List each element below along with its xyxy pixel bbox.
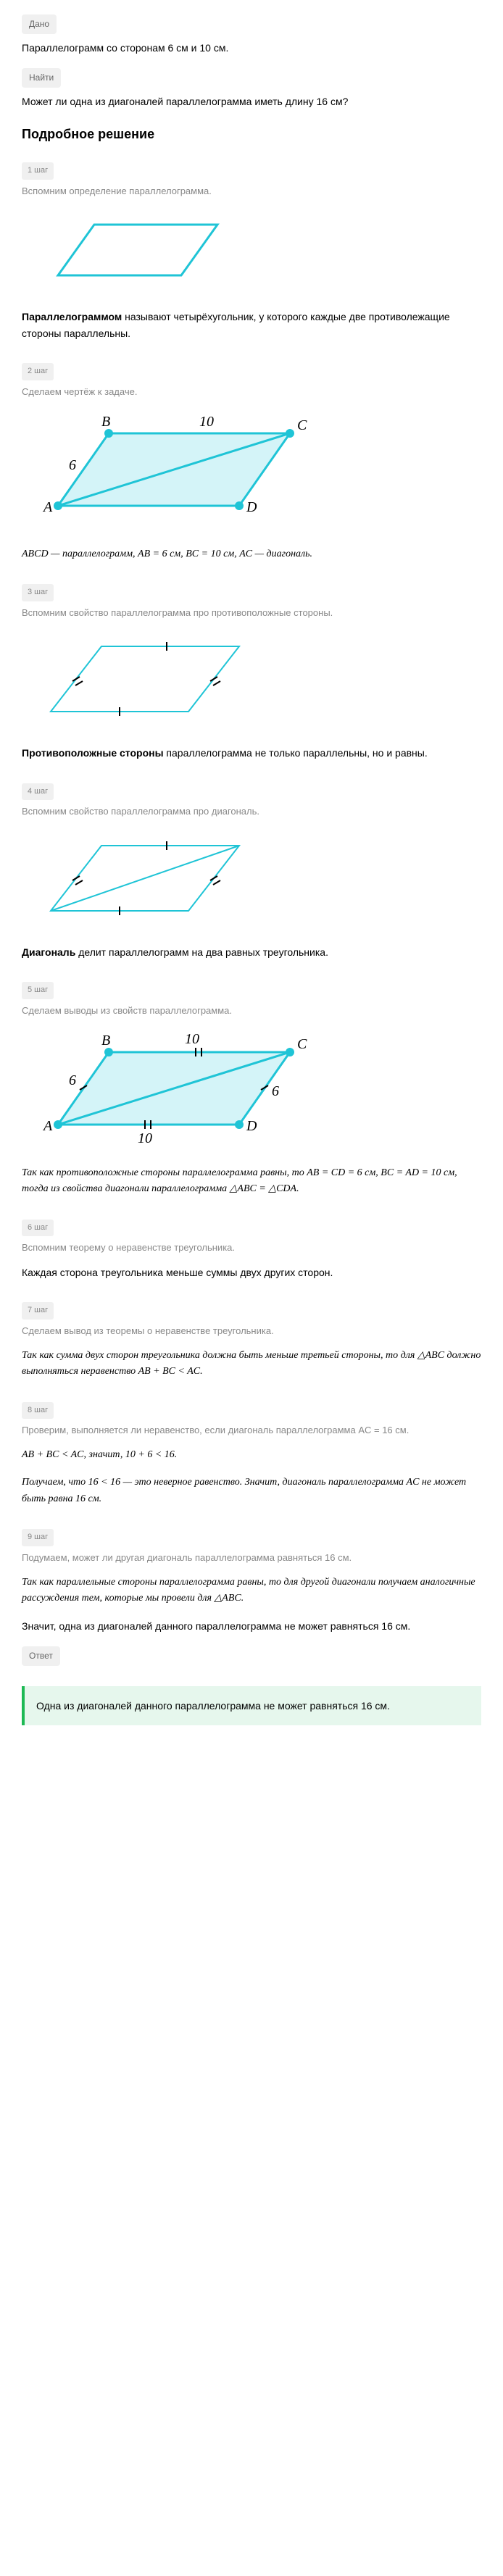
figure-2: A B C D 6 10 (22, 412, 481, 535)
step9-text1: Так как параллельные стороны параллелогр… (22, 1575, 481, 1607)
svg-text:10: 10 (199, 414, 214, 430)
answer-badge: Ответ (22, 1646, 60, 1666)
svg-text:D: D (246, 1118, 257, 1134)
solution-heading: Подробное решение (22, 124, 481, 145)
step6-statement: Каждая сторона треугольника меньше суммы… (22, 1264, 481, 1280)
figure-5: A B C D 6 6 10 10 (22, 1030, 481, 1154)
step-muted-7: Сделаем вывод из теоремы о неравенстве т… (22, 1324, 481, 1339)
answer-box: Одна из диагоналей данного параллелограм… (22, 1686, 481, 1725)
given-text: Параллелограмм со сторонам 6 см и 10 см. (22, 40, 481, 56)
svg-text:D: D (246, 499, 257, 515)
step7-text: Так как сумма двух сторон треугольника д… (22, 1348, 481, 1380)
step-badge-4: 4 шаг (22, 783, 54, 801)
svg-text:10: 10 (185, 1031, 199, 1047)
step-badge-1: 1 шаг (22, 162, 54, 180)
svg-text:6: 6 (272, 1083, 279, 1099)
figure-1 (22, 210, 481, 297)
step8-text2: Получаем, что 16 < 16 — это неверное рав… (22, 1475, 481, 1507)
svg-text:6: 6 (69, 1072, 76, 1088)
step-muted-1: Вспомним определение параллелограмма. (22, 184, 481, 199)
step-badge-8: 8 шаг (22, 1402, 54, 1420)
step-badge-9: 9 шаг (22, 1529, 54, 1546)
step-muted-2: Сделаем чертёж к задаче. (22, 385, 481, 400)
step-muted-9: Подумаем, может ли другая диагональ пара… (22, 1551, 481, 1566)
step3-statement: Противоположные стороны параллелограмма … (22, 745, 481, 761)
svg-text:C: C (297, 1036, 307, 1052)
step-badge-2: 2 шаг (22, 363, 54, 380)
step4-statement: Диагональ делит параллелограмм на два ра… (22, 944, 481, 960)
step-badge-5: 5 шаг (22, 982, 54, 999)
svg-text:B: B (101, 1033, 110, 1049)
svg-text:A: A (42, 499, 53, 515)
step-badge-7: 7 шаг (22, 1302, 54, 1320)
step9-text2: Значит, одна из диагоналей данного парал… (22, 1618, 481, 1634)
given-badge: Дано (22, 14, 57, 34)
step5-text: Так как противоположные стороны параллел… (22, 1165, 481, 1198)
step-muted-3: Вспомним свойство параллелограмма про пр… (22, 606, 481, 621)
svg-text:10: 10 (138, 1130, 152, 1146)
step-muted-8: Проверим, выполняется ли неравенство, ес… (22, 1423, 481, 1438)
step-muted-6: Вспомним теорему о неравенстве треугольн… (22, 1241, 481, 1256)
figure-4 (22, 831, 481, 933)
svg-text:C: C (297, 417, 307, 433)
find-text: Может ли одна из диагоналей параллелогра… (22, 93, 481, 109)
svg-text:A: A (42, 1118, 53, 1134)
svg-text:6: 6 (69, 457, 76, 473)
figure-3 (22, 632, 481, 733)
step-badge-3: 3 шаг (22, 584, 54, 601)
step-muted-5: Сделаем выводы из свойств параллелограмм… (22, 1004, 481, 1019)
step2-caption: ABCD — параллелограмм, AB = 6 см, BC = 1… (22, 546, 481, 562)
find-badge: Найти (22, 68, 61, 88)
step8-text1: AB + BC < AC, значит, 10 + 6 < 16. (22, 1447, 481, 1463)
para-definition: Параллелограммом называют четырёхугольни… (22, 309, 481, 341)
step-badge-6: 6 шаг (22, 1220, 54, 1237)
step-muted-4: Вспомним свойство параллелограмма про ди… (22, 804, 481, 820)
svg-text:B: B (101, 414, 110, 430)
